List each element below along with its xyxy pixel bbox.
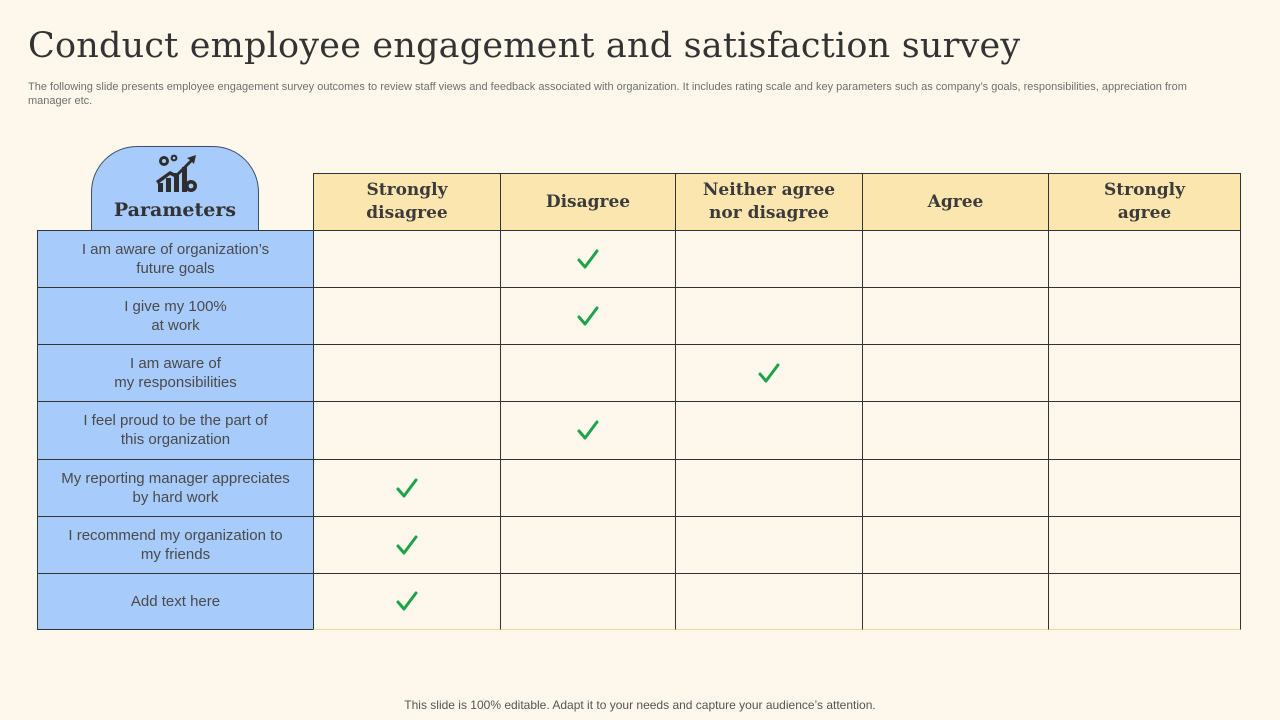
rating-cell [500,287,675,345]
parameter-label: I recommend my organization to my friend… [37,515,313,573]
column-header: Strongly disagree [313,173,500,230]
rating-cell [862,230,1048,288]
rating-cell [862,458,1048,516]
rating-cell [1048,230,1241,288]
parameter-label: I feel proud to be the part of this orga… [37,401,313,459]
rating-cell [675,344,862,402]
parameter-label: Add text here [37,572,313,630]
rating-cell [313,287,500,345]
parameter-label: I give my 100% at work [37,287,313,345]
checkmark-icon [396,591,418,611]
page-title: Conduct employee engagement and satisfac… [28,26,1021,66]
parameter-label: I am aware of organization’s future goal… [37,230,313,288]
rating-cell [675,572,862,630]
checkmark-icon [577,306,599,326]
checkmark-icon [577,249,599,269]
rating-cell [675,287,862,345]
checkmark-icon [758,363,780,383]
rating-cell [500,572,675,630]
rating-cell [500,344,675,402]
growth-chart-gears-icon [156,154,197,192]
column-header: Strongly agree [1048,173,1241,230]
checkmark-icon [396,478,418,498]
rating-cell [313,458,500,516]
rating-cell [675,458,862,516]
rating-cell [313,572,500,630]
rating-cell [675,515,862,573]
rating-cell [1048,515,1241,573]
rating-cell [862,344,1048,402]
rating-cell [313,230,500,288]
rating-cell [1048,401,1241,459]
parameters-header-tab: Parameters [91,146,259,230]
footer-note: This slide is 100% editable. Adapt it to… [404,698,876,712]
rating-cell [500,458,675,516]
rating-cell [500,230,675,288]
rating-cell [862,401,1048,459]
rating-cell [500,515,675,573]
column-header: Disagree [500,173,675,230]
rating-cell [313,344,500,402]
rating-cell [1048,287,1241,345]
rating-cell [313,401,500,459]
column-header: Neither agree nor disagree [675,173,862,230]
checkmark-icon [577,420,599,440]
parameters-header-label: Parameters [113,199,237,221]
rating-cell [500,401,675,459]
rating-cell [675,401,862,459]
parameter-label: I am aware of my responsibilities [37,344,313,402]
rating-cell [862,287,1048,345]
rating-cell [675,230,862,288]
column-header: Agree [862,173,1048,230]
survey-table: Strongly disagree Disagree Neither agree n… [37,173,1241,632]
rating-cell [862,572,1048,630]
page-subtitle: The following slide presents employee en… [28,81,1187,107]
checkmark-icon [396,535,418,555]
table-corner [37,173,313,230]
rating-cell [1048,458,1241,516]
rating-cell [313,515,500,573]
rating-cell [1048,572,1241,630]
rating-cell [1048,344,1241,402]
rating-cell [862,515,1048,573]
parameter-label: My reporting manager appreciates by hard… [37,458,313,516]
